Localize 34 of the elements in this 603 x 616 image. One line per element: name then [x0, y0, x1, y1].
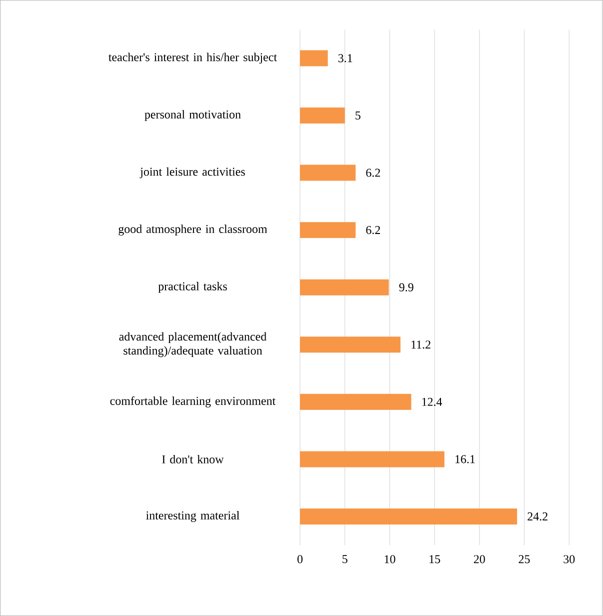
data-label: 9.9 — [399, 283, 414, 292]
data-label: 3.1 — [338, 54, 352, 62]
y-tick-label: I don't know — [162, 454, 224, 464]
data-label: 6.2 — [366, 168, 380, 177]
x-tick-label: 15 — [430, 555, 440, 564]
data-label: 16.1 — [456, 455, 475, 464]
x-tick-label: 10 — [384, 555, 396, 564]
bar — [300, 336, 401, 353]
bar — [300, 50, 328, 66]
y-tick-label: interesting material — [146, 511, 240, 522]
x-tick-label: 5 — [342, 555, 348, 564]
y-tick-label: comfortable learning environment — [110, 396, 276, 408]
data-label: 11.2 — [412, 340, 431, 349]
data-label: 5 — [356, 112, 361, 120]
data-label: 12.4 — [422, 398, 442, 406]
y-tick-label: practical tasks — [158, 282, 228, 293]
bar — [300, 451, 445, 468]
bar — [300, 508, 518, 524]
y-tick-label: personal motivation — [144, 110, 241, 121]
bar — [300, 394, 412, 410]
bar — [300, 108, 346, 124]
x-tick-label: 30 — [564, 555, 575, 564]
y-tick-label: good atmosphere in classroom — [118, 224, 268, 236]
x-tick-label: 25 — [518, 555, 530, 564]
y-tick-label: joint leisure activities — [140, 167, 246, 178]
data-label: 6.2 — [366, 226, 380, 234]
y-tick-label: advanced placement(advanced standing)/adequate valuation — [119, 332, 267, 358]
x-tick-label: 0 — [298, 555, 303, 564]
x-tick-label: 20 — [474, 555, 486, 564]
bar — [300, 279, 389, 296]
bar — [300, 164, 356, 181]
y-tick-label: teacher's interest in his/her subject — [108, 52, 278, 64]
data-label: 24.2 — [528, 512, 548, 521]
bar — [300, 222, 356, 238]
